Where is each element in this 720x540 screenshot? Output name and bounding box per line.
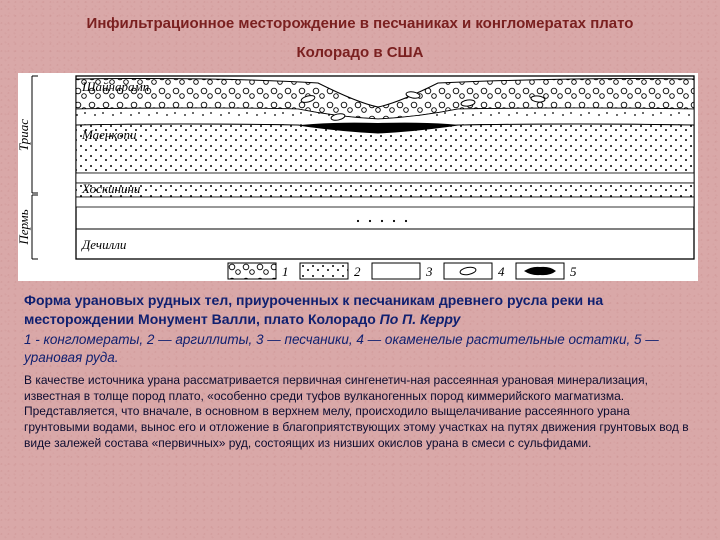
svg-text:Триас: Триас <box>18 119 31 151</box>
caption-credit: По П. Керру <box>380 311 461 327</box>
body-paragraph: В качестве источника урана рассматривает… <box>0 373 720 451</box>
svg-text:2: 2 <box>354 264 361 279</box>
svg-text:3: 3 <box>425 264 433 279</box>
svg-text:Маенкопи: Маенкопи <box>81 127 137 142</box>
svg-text:4: 4 <box>498 264 505 279</box>
cross-section-figure: Триас Пермь Шайнарамп Маенкопи Хоскинини… <box>18 73 698 281</box>
caption-text: Форма урановых рудных тел, приуроченных … <box>24 292 603 327</box>
legend-explanation: 1 - конгломераты, 2 — аргиллиты, 3 — пес… <box>0 329 720 373</box>
page-title: Инфильтрационное месторождение в песчани… <box>0 0 720 71</box>
svg-text:Шайнарамп: Шайнарамп <box>81 79 149 94</box>
svg-text:Пермь: Пермь <box>18 209 31 245</box>
svg-text:Дечилли: Дечилли <box>80 237 127 252</box>
svg-text:5: 5 <box>570 264 577 279</box>
svg-text:Хоскинини: Хоскинини <box>81 181 141 196</box>
svg-text:1: 1 <box>282 264 289 279</box>
figure-caption: Форма урановых рудных тел, приуроченных … <box>0 289 720 329</box>
